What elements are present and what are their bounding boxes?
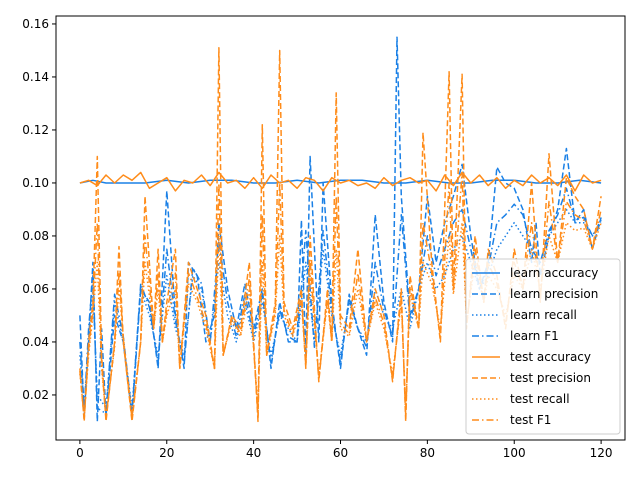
y-axis: 0.02 0.04 0.06 0.08 0.10 0.12 0.14 0.16 <box>22 17 56 402</box>
y-tick-label: 0.06 <box>22 282 49 296</box>
x-tick-label: 80 <box>420 446 435 460</box>
x-tick-label: 40 <box>246 446 261 460</box>
legend-label-test-accuracy: test accuracy <box>510 350 591 364</box>
series-test-accuracy <box>79 171 602 192</box>
y-tick-label: 0.14 <box>22 70 49 84</box>
y-tick-label: 0.08 <box>22 229 49 243</box>
y-tick-label: 0.04 <box>22 335 49 349</box>
legend-label-learn-accuracy: learn accuracy <box>510 266 598 280</box>
legend-label-learn-precision: learn precision <box>510 287 598 301</box>
series-layer <box>79 36 602 423</box>
x-tick-label: 20 <box>159 446 174 460</box>
x-tick-label: 0 <box>76 446 84 460</box>
legend-box <box>465 258 621 435</box>
legend-label-test-recall: test recall <box>510 392 570 406</box>
legend-label-learn-f1: learn F1 <box>510 329 559 343</box>
legend-label-test-precision: test precision <box>510 371 591 385</box>
y-tick-label: 0.16 <box>22 17 49 31</box>
x-axis: 0 20 40 60 80 100 120 <box>76 440 613 460</box>
y-tick-label: 0.02 <box>22 388 49 402</box>
x-tick-label: 60 <box>333 446 348 460</box>
y-tick-label: 0.10 <box>22 176 49 190</box>
x-tick-label: 100 <box>503 446 526 460</box>
legend-label-test-f1: test F1 <box>510 413 551 427</box>
legend: learn accuracy learn precision learn recal… <box>465 258 621 435</box>
x-tick-label: 120 <box>590 446 613 460</box>
legend-label-learn-recall: learn recall <box>510 308 577 322</box>
y-tick-label: 0.12 <box>22 123 49 137</box>
